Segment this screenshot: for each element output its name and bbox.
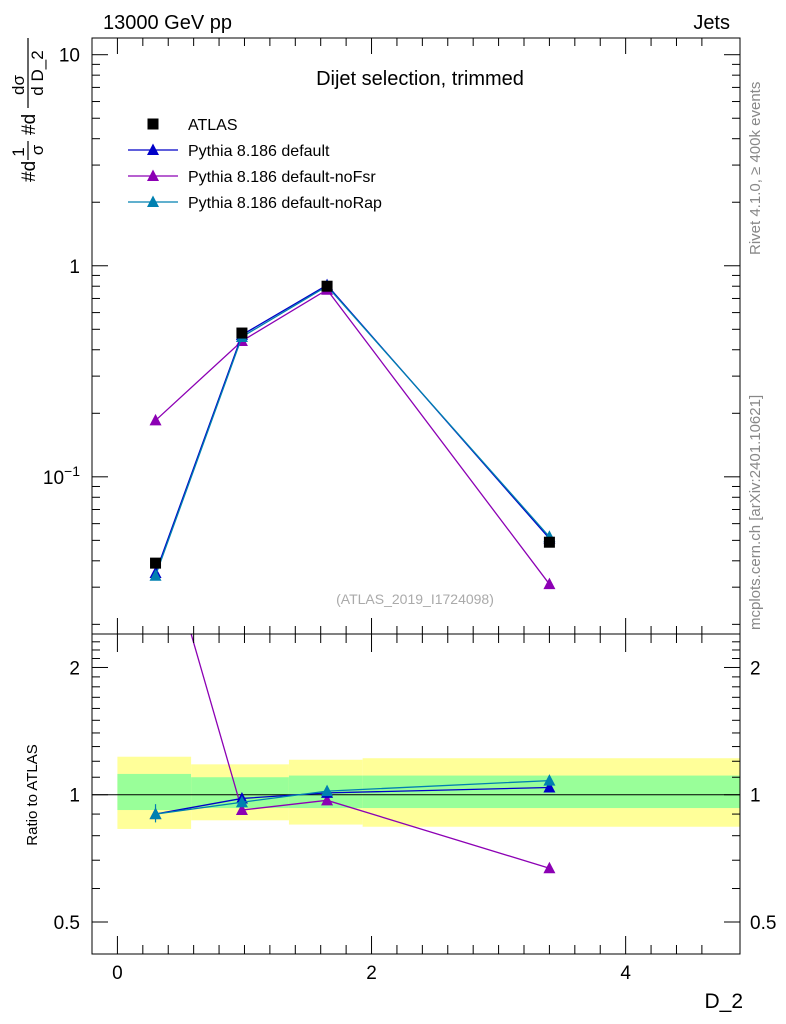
ylabel-sigma: σ [28,144,47,155]
header-left: 13000 GeV pp [103,12,232,34]
main-panel: 10 1 10−1 Dijet selection, trimmed (ATLAS_… [9,37,741,635]
main-ylabel: #d 1 σ #d dσ d D_2 [9,38,47,182]
ratio-y-tick-label: 2 [69,658,80,679]
ratio-y-tick-label-right: 1 [750,786,761,807]
series-2-point [543,577,556,590]
series-0-point [150,557,162,569]
x-tick-label: 0 [112,963,123,984]
legend-marker-3 [147,195,159,207]
series-0-point [236,327,248,339]
ratio-band-green [117,773,192,811]
ratio-series-3-point [149,807,162,820]
main-y-tick-label: 10 [59,46,80,67]
ratio-series-3-point [321,784,334,797]
ratio-series-3-line [155,779,550,815]
ratio-series-1-line [155,786,550,815]
ratio-series-2-point [235,803,248,816]
legend-marker-0 [147,118,159,130]
ylabel-dsigma: dσ [9,75,28,95]
legend-label-2: Pythia 8.186 default-noFsr [188,169,376,186]
ratio-axis-ticks: 2 2 1 1 0.5 0.5 [54,641,776,934]
ylabel-one: 1 [9,147,28,156]
watermark: (ATLAS_2019_I1724098) [336,591,494,607]
ratio-series-3-point [235,795,248,808]
ratio-panel: 2 2 1 1 0.5 0.5 Ratio to ATLAS [24,633,776,955]
ratio-ylabel: Ratio to ATLAS [24,744,41,845]
legend-label-0: ATLAS [188,117,238,134]
ratio-y-tick-label: 0.5 [54,913,80,934]
legend-marker-1 [147,143,159,155]
ratio-series-2-point [321,793,334,806]
ratio-series-2-point [543,861,556,874]
ylabel-part2: #d [19,114,40,135]
series-3-line [154,285,550,576]
ratio-series-3-point [543,774,556,786]
ylabel-dD2: d D_2 [28,50,47,95]
legend-label-3: Pythia 8.186 default-noRap [188,195,382,212]
x-tick-label: 4 [620,963,631,984]
main-series [149,278,556,590]
main-y-tick-label: 1 [69,257,80,278]
series-0-point [321,280,333,292]
ratio-frame [91,633,741,955]
ratio-y-tick-label: 1 [69,786,80,807]
legend-marker-2 [147,169,159,181]
series-1-line [154,284,550,574]
main-axis-ticks: 10 1 10−1 [43,38,740,634]
main-title: Dijet selection, trimmed [316,68,524,90]
ratio-y-tick-label-right: 2 [750,658,761,679]
rivet-label: Rivet 4.1.0, ≥ 400k events [747,82,764,255]
mcplots-label: mcplots.cern.ch [arXiv:2401.10621] [747,395,764,630]
ratio-series [149,634,556,874]
legend-label-1: Pythia 8.186 default [188,143,330,160]
x-axis: 0 2 4 [112,634,703,984]
x-tick-label: 2 [366,963,377,984]
series-2-line [155,288,550,585]
ratio-series-1-point [543,781,556,793]
ratio-series-2-line [190,634,550,869]
ylabel-part1: #d [19,161,40,182]
series-2-point [149,413,162,426]
main-y-tick-label: 10−1 [43,463,80,489]
series-0-point [543,536,555,548]
ratio-series-clip [149,634,556,874]
series-3-point [149,569,162,581]
legend: ATLAS Pythia 8.186 default Pythia 8.186 de… [128,117,382,212]
header-right: Jets [693,12,730,34]
ratio-bands [117,756,740,829]
x-axis-label: D_2 [704,990,743,1013]
ratio-y-tick-label-right: 0.5 [750,913,776,934]
